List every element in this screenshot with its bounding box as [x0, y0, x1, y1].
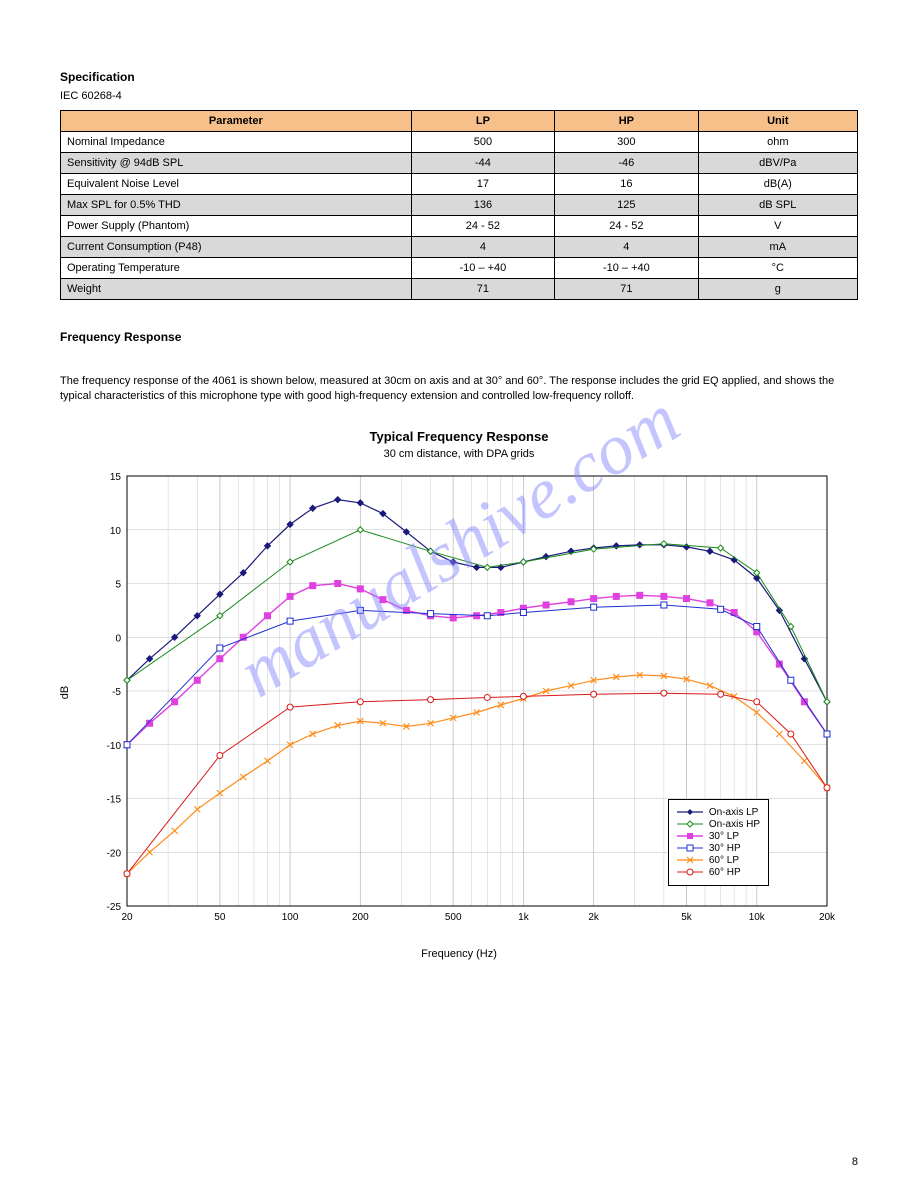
table-row: Max SPL for 0.5% THD136125dB SPL — [61, 195, 858, 216]
svg-text:-20: -20 — [107, 848, 122, 859]
table-row: Equivalent Noise Level1716dB(A) — [61, 174, 858, 195]
cell-unit: mA — [698, 237, 857, 258]
cell-unit: g — [698, 279, 857, 300]
cell-lp: 500 — [411, 132, 554, 153]
page-number: 8 — [852, 1156, 858, 1168]
svg-text:200: 200 — [352, 912, 369, 923]
svg-text:10: 10 — [110, 526, 122, 537]
cell-unit: V — [698, 216, 857, 237]
legend-label: On-axis HP — [709, 819, 760, 830]
legend-item: 60° LP — [677, 855, 760, 866]
cell-unit: dB(A) — [698, 174, 857, 195]
chart-block: Typical Frequency Response 30 cm distanc… — [60, 429, 858, 960]
cell-lp: 24 - 52 — [411, 216, 554, 237]
cell-hp: -46 — [555, 153, 698, 174]
cell-hp: -10 – +40 — [555, 258, 698, 279]
chart-wrap: -25 -20 -15 -10 -5 0 5 10 15 20 50 100 200 500 1k 2k 5k 1… — [79, 466, 839, 946]
table-row: Operating Temperature-10 – +40-10 – +40°… — [61, 258, 858, 279]
cell-lp: 71 — [411, 279, 554, 300]
y-axis-label: dB — [59, 686, 71, 699]
legend-item: 30° HP — [677, 843, 760, 854]
table-row: Power Supply (Phantom)24 - 5224 - 52V — [61, 216, 858, 237]
table-row: Nominal Impedance500300ohm — [61, 132, 858, 153]
cell-hp: 24 - 52 — [555, 216, 698, 237]
cell-param: Power Supply (Phantom) — [61, 216, 412, 237]
cell-lp: 17 — [411, 174, 554, 195]
cell-param: Operating Temperature — [61, 258, 412, 279]
svg-text:10k: 10k — [749, 912, 766, 923]
svg-text:20k: 20k — [819, 912, 836, 923]
svg-text:50: 50 — [214, 912, 226, 923]
svg-text:5k: 5k — [681, 912, 693, 923]
cell-param: Max SPL for 0.5% THD — [61, 195, 412, 216]
col-hp: HP — [555, 111, 698, 132]
svg-text:-25: -25 — [107, 902, 122, 913]
cell-param: Sensitivity @ 94dB SPL — [61, 153, 412, 174]
svg-text:20: 20 — [121, 912, 133, 923]
legend-item: 30° LP — [677, 831, 760, 842]
svg-text:1k: 1k — [518, 912, 530, 923]
cell-unit: dBV/Pa — [698, 153, 857, 174]
freq-body: The frequency response of the 4061 is sh… — [60, 374, 858, 405]
cell-hp: 125 — [555, 195, 698, 216]
legend-box: On-axis LPOn-axis HP30° LP30° HP60° LP60… — [668, 799, 769, 886]
svg-text:15: 15 — [110, 472, 122, 483]
cell-hp: 16 — [555, 174, 698, 195]
cell-unit: °C — [698, 258, 857, 279]
svg-text:-5: -5 — [112, 687, 121, 698]
cell-lp: 136 — [411, 195, 554, 216]
cell-param: Current Consumption (P48) — [61, 237, 412, 258]
freq-heading: Frequency Response — [60, 330, 858, 344]
table-row: Current Consumption (P48)44mA — [61, 237, 858, 258]
table-row: Sensitivity @ 94dB SPL-44-46dBV/Pa — [61, 153, 858, 174]
chart-title: Typical Frequency Response — [60, 429, 858, 444]
svg-text:-10: -10 — [107, 741, 122, 752]
cell-lp: 4 — [411, 237, 554, 258]
cell-lp: -44 — [411, 153, 554, 174]
legend-item: 60° HP — [677, 867, 760, 878]
legend-label: 60° HP — [709, 867, 741, 878]
cell-hp: 4 — [555, 237, 698, 258]
svg-text:5: 5 — [115, 579, 121, 590]
svg-text:-15: -15 — [107, 794, 122, 805]
cell-param: Equivalent Noise Level — [61, 174, 412, 195]
cell-hp: 71 — [555, 279, 698, 300]
legend-item: On-axis LP — [677, 807, 760, 818]
spec-table: Parameter LP HP Unit Nominal Impedance50… — [60, 110, 858, 300]
svg-text:2k: 2k — [588, 912, 600, 923]
legend-label: 30° HP — [709, 843, 741, 854]
spec-heading: Specification — [60, 70, 858, 84]
col-parameter: Parameter — [61, 111, 412, 132]
spec-subheading: IEC 60268-4 — [60, 90, 858, 102]
cell-hp: 300 — [555, 132, 698, 153]
svg-text:500: 500 — [445, 912, 462, 923]
legend-item: On-axis HP — [677, 819, 760, 830]
cell-param: Nominal Impedance — [61, 132, 412, 153]
x-axis-label: Frequency (Hz) — [60, 948, 858, 960]
legend-label: 30° LP — [709, 831, 739, 842]
col-unit: Unit — [698, 111, 857, 132]
table-row: Weight7171g — [61, 279, 858, 300]
svg-text:0: 0 — [115, 633, 121, 644]
cell-param: Weight — [61, 279, 412, 300]
legend-label: 60° LP — [709, 855, 739, 866]
legend-label: On-axis LP — [709, 807, 758, 818]
svg-text:100: 100 — [282, 912, 299, 923]
cell-unit: dB SPL — [698, 195, 857, 216]
cell-lp: -10 – +40 — [411, 258, 554, 279]
chart-subtitle: 30 cm distance, with DPA grids — [60, 448, 858, 460]
cell-unit: ohm — [698, 132, 857, 153]
col-lp: LP — [411, 111, 554, 132]
